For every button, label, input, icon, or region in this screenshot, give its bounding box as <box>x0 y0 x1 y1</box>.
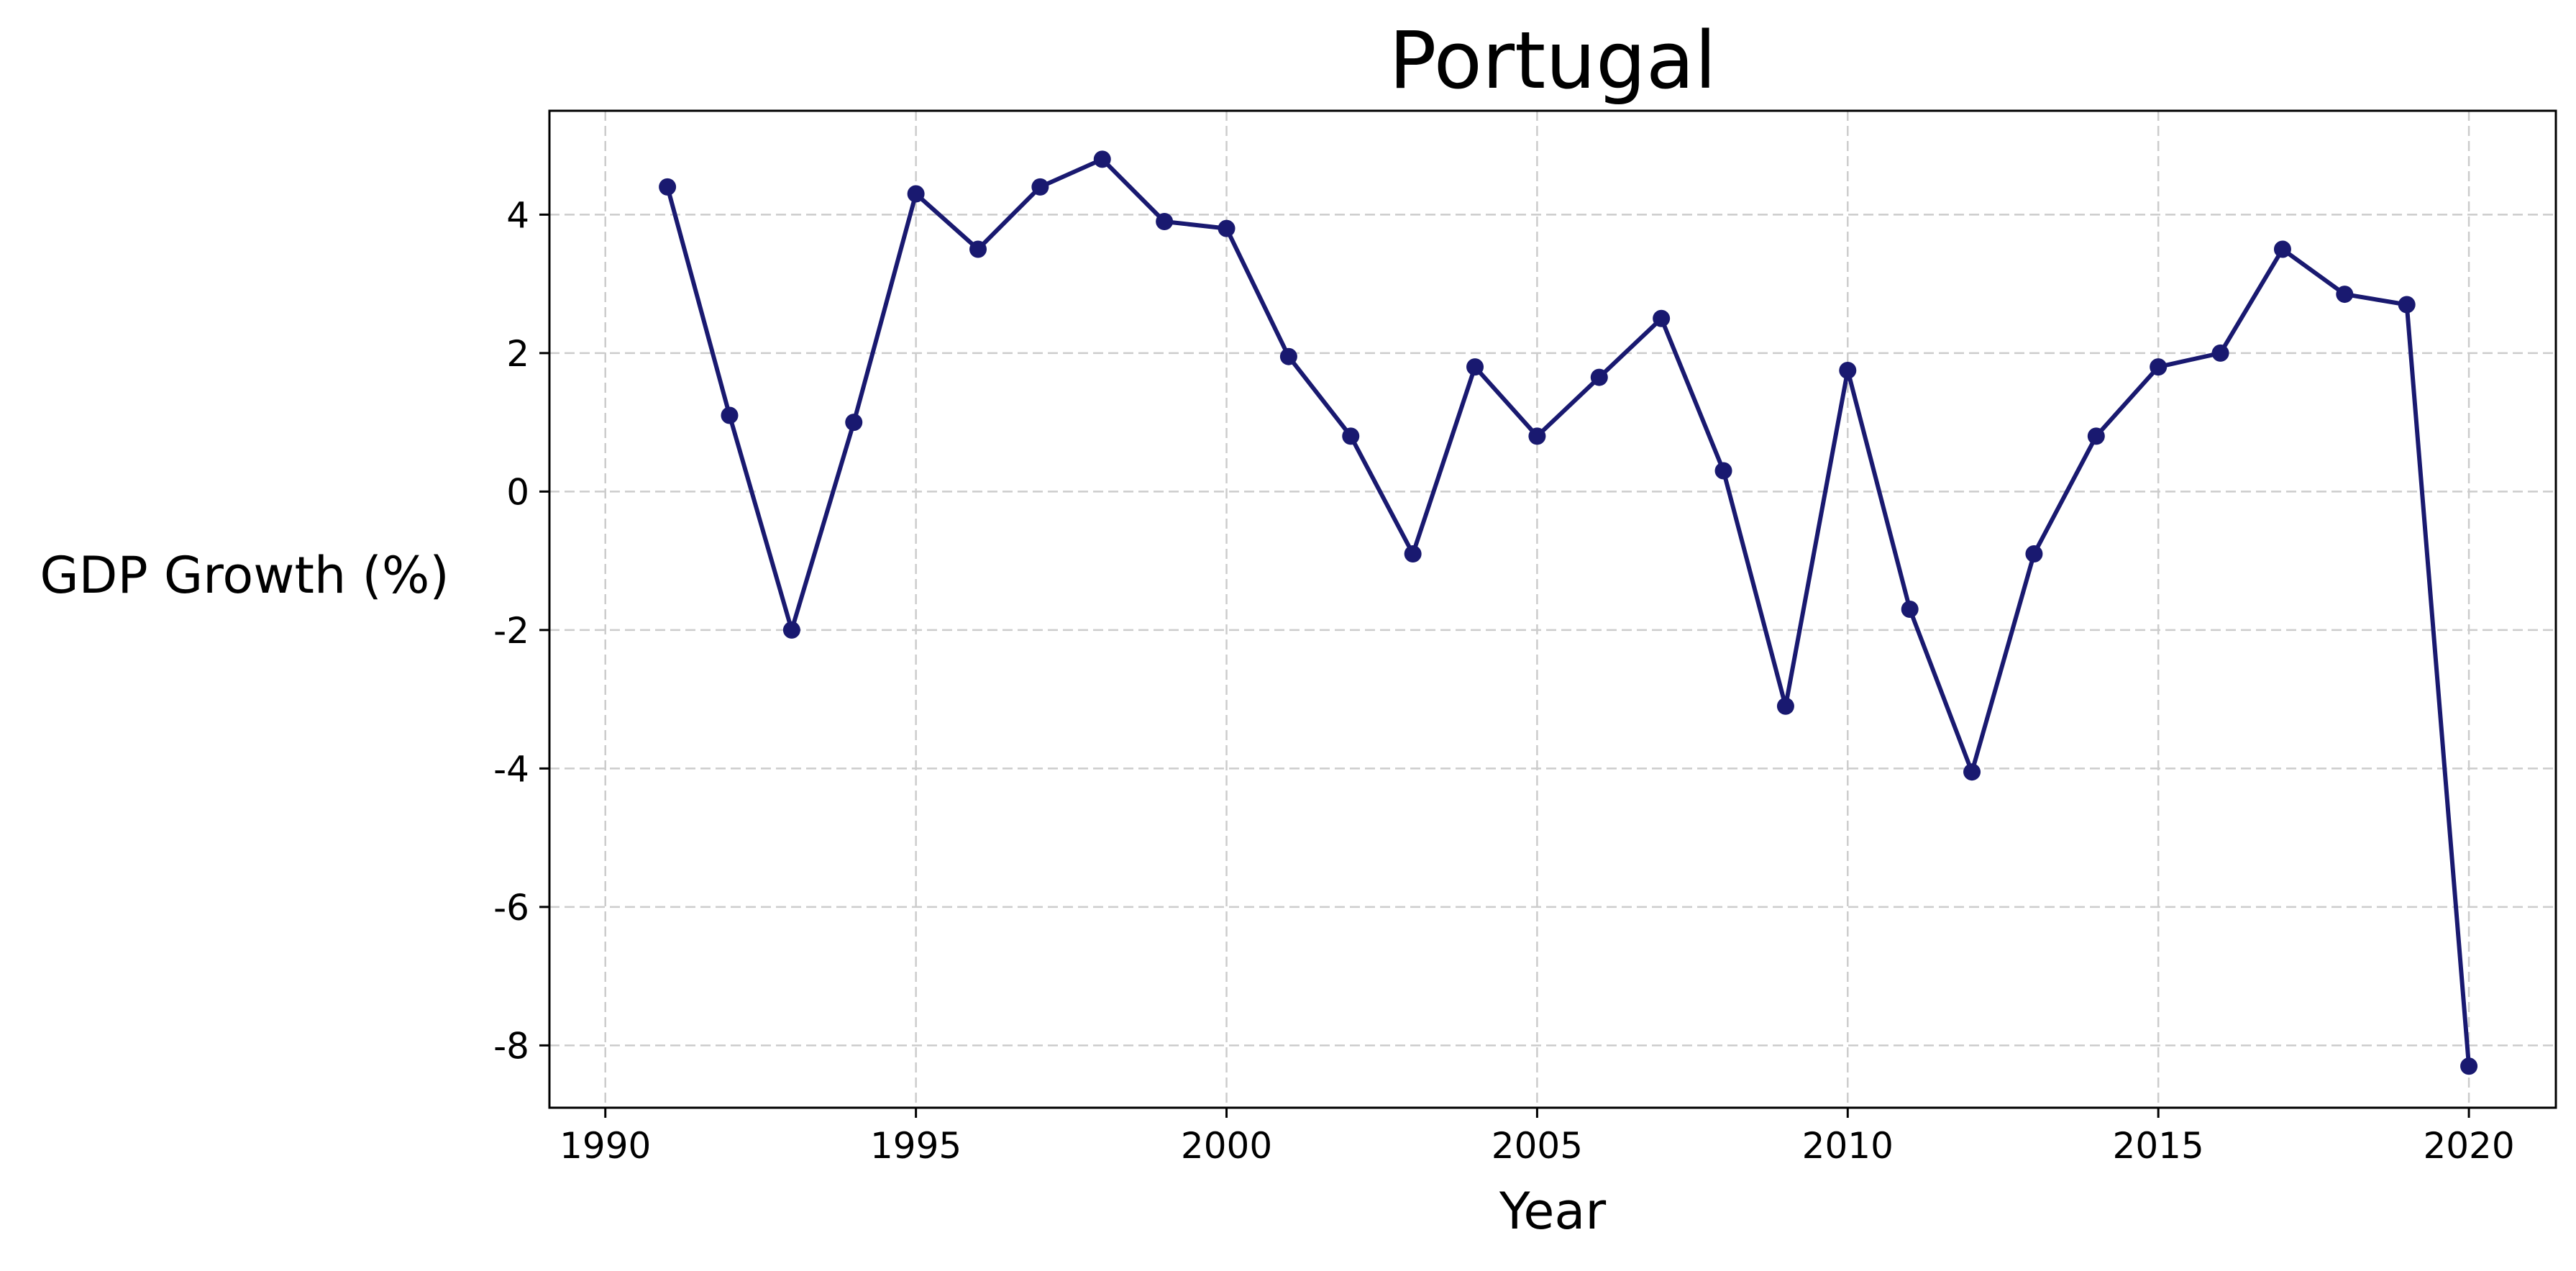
data-point <box>1714 462 1732 480</box>
data-point <box>845 414 863 432</box>
data-point <box>782 621 800 639</box>
plot-area-frame <box>548 109 2557 1109</box>
data-point <box>2211 344 2229 362</box>
data-point <box>907 185 925 203</box>
data-point <box>1590 368 1608 386</box>
y-tick-label: -8 <box>493 1025 529 1067</box>
data-point <box>1156 213 1174 230</box>
data-point <box>2025 545 2043 562</box>
data-point <box>2398 296 2416 314</box>
chart-title: Portugal <box>1389 14 1717 106</box>
y-tick-label: 4 <box>506 194 529 236</box>
x-tick-label: 2010 <box>1802 1125 1894 1167</box>
y-tick-label: -6 <box>493 887 529 929</box>
data-point <box>2336 286 2354 304</box>
data-point <box>2087 427 2105 445</box>
series-line <box>665 157 2472 1067</box>
data-point <box>2150 358 2168 376</box>
data-point <box>1963 763 1981 781</box>
axis-ticks: 1990 1995 2000 2005 2010 2015 2020 -8 -6 -4 -2 0 2 4 <box>493 194 2515 1167</box>
y-axis-title: GDP Growth (%) <box>40 546 449 605</box>
y-tick-label: -2 <box>493 610 529 652</box>
data-point <box>1839 361 1857 379</box>
x-tick-label: 1995 <box>870 1125 962 1167</box>
data-point <box>1528 427 1546 445</box>
data-point <box>1279 347 1297 365</box>
data-point <box>659 178 677 196</box>
y-tick-label: 2 <box>506 333 529 375</box>
x-axis-title: Year <box>1499 1182 1606 1241</box>
data-point <box>2273 240 2291 258</box>
data-point <box>1404 545 1422 562</box>
data-point <box>969 240 987 258</box>
data-point <box>1342 427 1360 445</box>
x-tick-label: 1990 <box>559 1125 651 1167</box>
x-tick-label: 2015 <box>2113 1125 2204 1167</box>
data-point <box>1031 178 1049 196</box>
data-point <box>1093 150 1111 168</box>
data-point <box>1218 219 1236 237</box>
data-point <box>2460 1057 2478 1075</box>
data-point <box>1901 601 1919 618</box>
x-tick-label: 2020 <box>2423 1125 2514 1167</box>
series-gdp-growth <box>659 150 2478 1075</box>
data-point <box>1653 309 1671 327</box>
x-tick-label: 2005 <box>1492 1125 1583 1167</box>
y-tick-label: -4 <box>493 748 529 790</box>
y-tick-label: 0 <box>506 471 529 513</box>
grid <box>549 111 2556 1108</box>
data-point <box>1466 358 1484 376</box>
x-tick-label: 2000 <box>1181 1125 1272 1167</box>
data-point <box>1776 697 1794 715</box>
data-point <box>721 406 739 424</box>
